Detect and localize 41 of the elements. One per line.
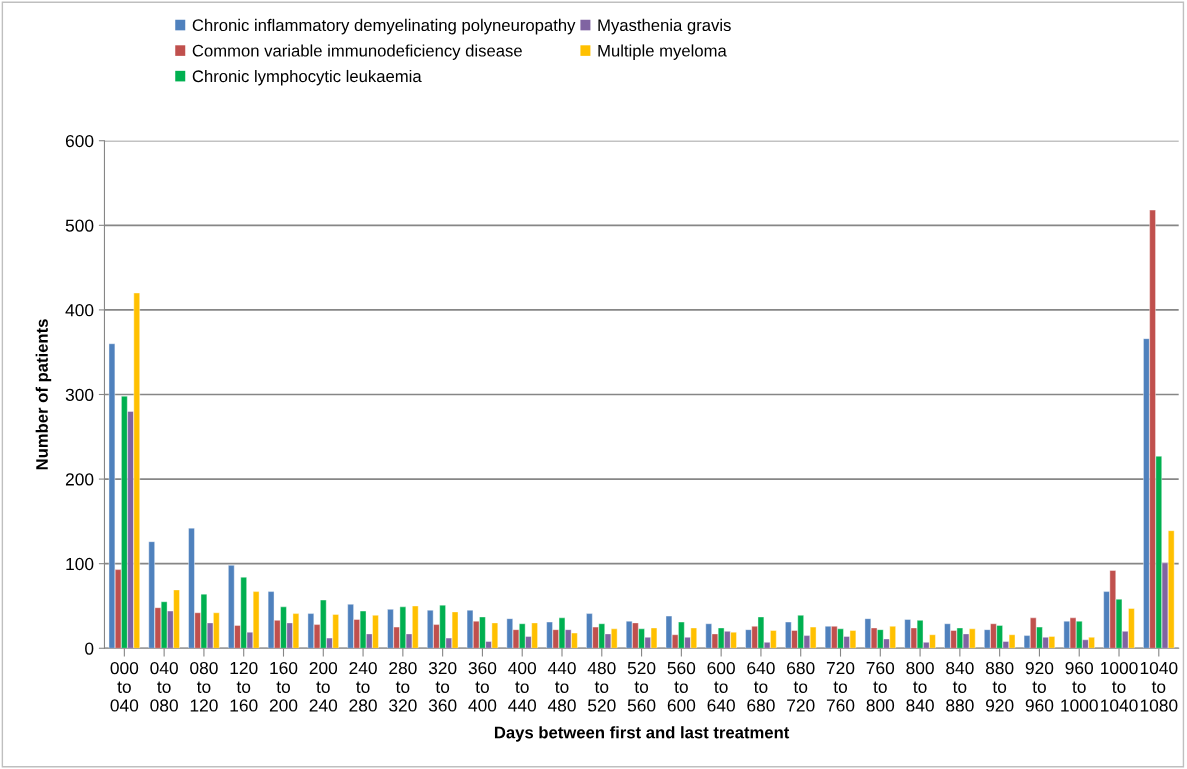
x-tick-label: 280 to 320	[389, 661, 417, 712]
x-tick-label: 1000 to 1040	[1101, 661, 1138, 712]
x-tick-label: 720 to 760	[826, 661, 855, 712]
x-tick-label: 960 to 1000	[1061, 661, 1098, 712]
x-tick-label: 000 to 040	[110, 661, 139, 712]
x-tick-label: 200 to 240	[309, 661, 338, 712]
y-tick-label: 0	[85, 642, 94, 655]
y-tick-label: 600	[65, 134, 94, 148]
x-axis-title: Days between first and last treatment	[494, 726, 790, 742]
x-tick-label: 880 to 920	[985, 661, 1014, 712]
x-tick-label: 680 to 720	[787, 661, 815, 712]
x-tick-label: 040 to 080	[150, 661, 178, 712]
x-tick-label: 480 to 520	[587, 661, 616, 712]
x-tick-label: 120 to 160	[230, 661, 258, 712]
x-tick-label: 560 to 600	[667, 661, 696, 712]
y-tick-label: 500	[65, 219, 94, 232]
y-axis-title: Number of patients	[35, 319, 52, 470]
x-tick-label: 400 to 440	[508, 661, 537, 712]
x-tick-label: 360 to 400	[468, 661, 497, 712]
x-tick-label: 440 to 480	[547, 661, 576, 712]
y-tick-label: 100	[66, 557, 94, 571]
x-tick-label: 520 to 560	[627, 661, 656, 712]
x-tick-label: 320 to 360	[428, 661, 457, 712]
legend-label: Chronic lymphocytic leukaemia	[192, 69, 422, 86]
legend-label: Multiple myeloma	[598, 44, 727, 60]
x-tick-label: 1040 to 1080	[1140, 661, 1178, 712]
x-tick-label: 600 to 640	[707, 661, 735, 712]
y-tick-label: 300	[65, 388, 94, 401]
legend-label: Myasthenia gravis	[598, 18, 731, 35]
x-tick-label: 760 to 800	[866, 661, 895, 712]
x-tick-label: 160 to 200	[269, 661, 298, 712]
x-tick-label: 800 to 840	[906, 661, 934, 712]
x-tick-label: 840 to 880	[946, 661, 974, 712]
y-tick-label: 400	[65, 304, 94, 317]
x-tick-label: 240 to 280	[349, 661, 377, 712]
y-tick-label: 200	[65, 473, 94, 486]
x-tick-label: 640 to 680	[747, 661, 775, 712]
legend-label: Common variable immunodeficiency disease	[192, 44, 522, 60]
legend-label: Chronic inflammatory demyelinating polyneuropathy	[192, 18, 576, 35]
x-tick-label: 080 to 120	[190, 661, 218, 712]
x-tick-label: 920 to 960	[1025, 661, 1054, 712]
